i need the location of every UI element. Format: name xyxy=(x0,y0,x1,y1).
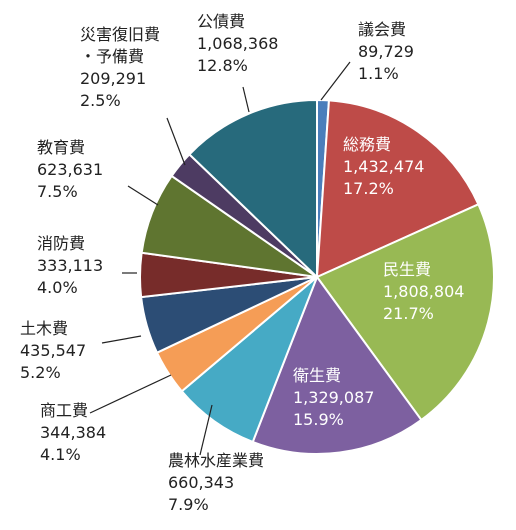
slice-label-0: 議会費 89,729 1.1% xyxy=(358,20,414,83)
pie-slice-10 xyxy=(187,98,318,280)
pie-slice-3 xyxy=(251,274,423,455)
slice-label-8: 教育費 623,631 7.5% xyxy=(37,138,103,201)
leader-line-4 xyxy=(199,404,213,456)
slice-label-7: 消防費 333,113 4.0% xyxy=(37,234,103,297)
slice-label-9: 災害復旧費・予備費 209,291 2.5% xyxy=(80,25,160,110)
pie-slice-1 xyxy=(315,99,480,279)
slice-label-6: 土木費 435,547 5.2% xyxy=(20,319,86,382)
slice-label-2: 民生費 1,808,804 21.7% xyxy=(383,260,464,323)
slice-label-3: 衛生費 1,329,087 15.9% xyxy=(293,366,374,429)
leader-line-6 xyxy=(101,335,142,344)
slice-label-5: 商工費 344,384 4.1% xyxy=(40,401,106,464)
slice-label-1: 総務費 1,432,474 17.2% xyxy=(343,135,424,198)
leader-line-10 xyxy=(242,86,250,113)
leader-line-0 xyxy=(320,61,351,101)
slice-label-10: 公債費 1,068,368 12.8% xyxy=(197,12,278,75)
pie-slice-2 xyxy=(315,202,495,422)
leader-line-5 xyxy=(89,374,172,414)
leader-line-9 xyxy=(166,117,186,166)
leader-line-8 xyxy=(127,185,159,206)
slice-label-4: 農林水産業費 660,343 7.9% xyxy=(168,451,264,514)
